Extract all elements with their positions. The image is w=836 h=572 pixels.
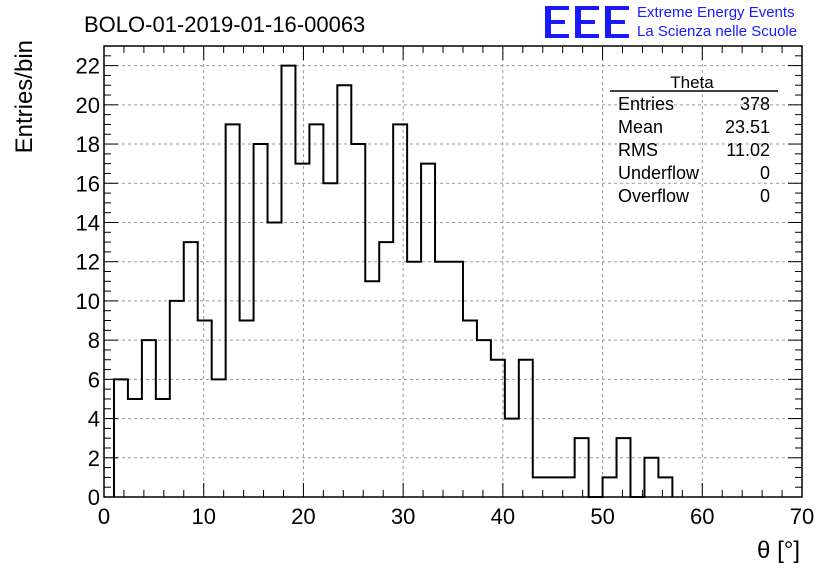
y-tick-label: 12 xyxy=(76,250,100,275)
eee-logo-icon xyxy=(543,2,635,42)
x-tick-label: 60 xyxy=(690,504,714,529)
stats-label: Overflow xyxy=(618,186,690,206)
x-axis-label: θ [°] xyxy=(757,537,800,564)
histogram-outline xyxy=(112,64,674,498)
stats-label: Entries xyxy=(618,94,674,114)
stats-box: Theta Entries 378 Mean 23.51 RMS 11.02 Underfl… xyxy=(610,73,778,206)
y-tick-label: 8 xyxy=(88,328,100,353)
x-tick-label: 10 xyxy=(191,504,215,529)
x-tick-label: 70 xyxy=(790,504,814,529)
stats-label: Mean xyxy=(618,117,663,137)
y-tick-label: 18 xyxy=(76,132,100,157)
tick-labels: 0 10 20 30 40 50 60 70 0 2 4 6 8 10 12 14 16 18 20 22 xyxy=(76,54,815,529)
plot-frame xyxy=(103,45,803,498)
y-tick-label: 10 xyxy=(76,289,100,314)
x-tick-label: 50 xyxy=(590,504,614,529)
eee-logo-text: Extreme Energy Events La Scienza nelle S… xyxy=(637,3,797,41)
stats-value: 0 xyxy=(760,186,770,206)
stats-label: Underflow xyxy=(618,163,700,183)
stats-value: 23.51 xyxy=(725,117,770,137)
chart-title: BOLO-01-2019-01-16-00063 xyxy=(84,12,365,37)
y-tick-label: 0 xyxy=(88,485,100,510)
x-tick-label: 20 xyxy=(291,504,315,529)
stats-label: RMS xyxy=(618,140,658,160)
logo-line-1: Extreme Energy Events xyxy=(637,4,795,21)
y-tick-label: 2 xyxy=(88,446,100,471)
y-tick-label: 22 xyxy=(76,54,100,79)
y-tick-label: 20 xyxy=(76,93,100,118)
stats-value: 0 xyxy=(760,163,770,183)
y-axis-label: Entries/bin xyxy=(11,40,38,153)
stats-value: 11.02 xyxy=(726,140,770,160)
y-tick-label: 14 xyxy=(76,210,100,235)
grid-lines xyxy=(104,46,802,497)
stats-box-title: Theta xyxy=(670,73,714,92)
y-tick-label: 16 xyxy=(76,171,100,196)
y-tick-label: 4 xyxy=(88,407,100,432)
stats-value: 378 xyxy=(740,94,770,114)
y-tick-label: 6 xyxy=(88,367,100,392)
x-tick-label: 0 xyxy=(98,504,110,529)
x-tick-label: 30 xyxy=(391,504,415,529)
x-tick-label: 40 xyxy=(491,504,515,529)
logo-line-2: La Scienza nelle Scuole xyxy=(637,23,798,40)
axis-ticks xyxy=(103,45,803,498)
